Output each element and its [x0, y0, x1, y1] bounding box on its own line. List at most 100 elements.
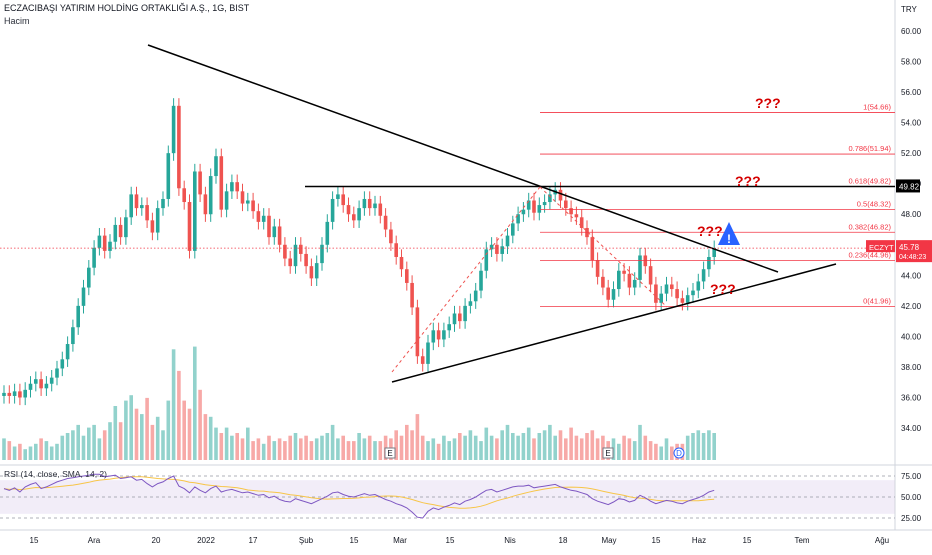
candle-body: [659, 293, 663, 303]
volume-bar: [12, 446, 17, 460]
volume-bar: [177, 370, 181, 460]
candle-body: [60, 359, 65, 369]
candle-body: [7, 392, 12, 396]
candle-body: [97, 235, 102, 248]
volume-bar: [415, 414, 420, 460]
volume-bar: [155, 416, 160, 460]
price-tick-label: 36.00: [901, 393, 922, 402]
resistance-price-label: 49.82: [899, 182, 920, 191]
candle-body: [277, 226, 282, 245]
candle-body: [230, 182, 234, 192]
candle-body: [2, 392, 6, 396]
candle-body: [521, 209, 526, 215]
candle-body: [558, 189, 563, 201]
volume-bar: [330, 424, 335, 460]
countdown-label: 04:48:23: [899, 254, 926, 261]
candle-body: [240, 191, 245, 204]
candle-body: [304, 253, 308, 267]
volume-legend-label: Hacim: [4, 16, 30, 26]
candle-body: [707, 256, 711, 270]
volume-bar: [246, 427, 250, 460]
candle-body: [367, 198, 372, 209]
candle-body: [171, 105, 176, 154]
volume-bar: [352, 441, 356, 460]
volume-bar: [182, 400, 186, 460]
time-tick-label: 15: [30, 536, 39, 545]
time-tick-label: Nis: [504, 536, 516, 545]
volume-bar: [320, 435, 324, 460]
volume-bar: [526, 427, 531, 460]
volume-bar: [537, 433, 542, 460]
volume-bar: [405, 424, 409, 460]
symbol-tag: [866, 240, 895, 253]
volume-bar: [44, 441, 49, 460]
volume-bar: [452, 438, 457, 460]
volume-bar: [569, 427, 573, 460]
volume-bar: [49, 446, 54, 460]
fib-level-label: 0.236(44.96): [848, 251, 891, 260]
volume-bar: [420, 435, 425, 460]
candle-body: [564, 200, 568, 209]
fib-level-label: 1(54.66): [863, 103, 891, 112]
candle-body: [293, 244, 298, 267]
volume-bar: [426, 441, 430, 460]
candle-body: [606, 287, 610, 300]
volume-bar: [166, 400, 171, 460]
volume-bar: [357, 433, 361, 460]
price-tick-label: 42.00: [901, 302, 922, 311]
candle-body: [113, 224, 118, 242]
volume-bar: [230, 435, 234, 460]
candle-body: [373, 203, 377, 209]
volume-bar: [394, 430, 398, 460]
candle-body: [214, 156, 218, 177]
candle-body: [251, 200, 255, 212]
volume-bar: [272, 441, 277, 460]
dividend-marker: [673, 447, 685, 459]
volume-bar: [299, 438, 303, 460]
fib-swing-guide: [539, 186, 668, 308]
volume-bar: [34, 443, 38, 460]
volume-bar: [113, 406, 118, 460]
candle-body: [272, 226, 277, 238]
volume-bar: [150, 424, 155, 460]
volume-bar: [134, 408, 139, 460]
candle-body: [182, 188, 186, 203]
volume-bar: [198, 389, 202, 460]
candle-body: [458, 313, 462, 322]
candle-body: [330, 198, 335, 222]
candle-body: [701, 269, 706, 282]
candle-body: [18, 391, 22, 398]
volume-bar: [548, 424, 552, 460]
event-marker-label: E: [605, 449, 610, 458]
volume-bar: [558, 430, 563, 460]
volume-bar: [696, 430, 701, 460]
candle-body: [627, 273, 632, 288]
candle-body: [161, 198, 165, 209]
price-tick-label: 54.00: [901, 119, 922, 128]
earnings-marker: [602, 447, 614, 459]
candle-body: [314, 263, 319, 279]
candle-body: [378, 203, 383, 216]
candle-body: [537, 205, 542, 213]
volume-bar: [463, 435, 467, 460]
volume-bar: [108, 422, 112, 460]
volume-bar: [161, 430, 165, 460]
volume-bar: [367, 435, 372, 460]
candle-body: [473, 290, 478, 302]
volume-bar: [511, 433, 515, 460]
volume-bar: [701, 433, 706, 460]
candle-body: [44, 383, 49, 389]
volume-bar: [267, 435, 271, 460]
volume-bar: [203, 414, 208, 460]
last-price-label: 45.78: [899, 243, 920, 252]
rsi-tick-label: 50.00: [901, 493, 922, 502]
volume-bar: [171, 349, 176, 460]
volume-bar: [28, 446, 33, 460]
candle-body: [256, 211, 261, 222]
volume-bar: [76, 424, 80, 460]
volume-bar: [590, 430, 595, 460]
volume-bar: [484, 427, 489, 460]
question-annotation: ???: [697, 223, 723, 239]
candle-body: [394, 243, 398, 257]
